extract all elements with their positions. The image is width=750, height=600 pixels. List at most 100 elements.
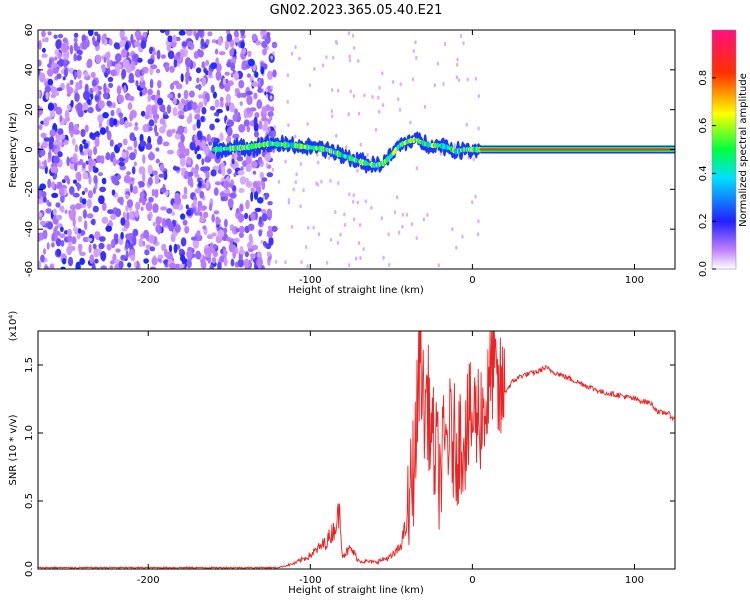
spectrogram-cell bbox=[129, 152, 136, 161]
spectrogram-cell bbox=[377, 95, 380, 100]
spectrogram-cell bbox=[196, 230, 201, 237]
spectrogram-cell bbox=[44, 85, 52, 93]
spectrogram-cell bbox=[179, 144, 186, 154]
spectrogram-cell bbox=[255, 40, 262, 46]
spectrogram-cell bbox=[128, 72, 134, 83]
spectrogram-cell bbox=[455, 62, 459, 67]
spectrogram-cell bbox=[299, 162, 302, 167]
spectrogram-cell bbox=[237, 111, 241, 121]
spectrogram-cell bbox=[63, 67, 68, 78]
spectrogram-cell bbox=[442, 81, 445, 86]
spectrogram-cell bbox=[67, 234, 73, 242]
spectrogram-cell bbox=[145, 142, 153, 150]
x-tick-label: -200 bbox=[137, 275, 160, 286]
spectrogram-cell bbox=[106, 243, 112, 251]
spectrogram-cell bbox=[214, 118, 220, 123]
spectrogram-cell bbox=[84, 71, 89, 78]
spectrogram-cell bbox=[411, 77, 415, 82]
spectrogram-cell bbox=[166, 104, 172, 114]
spectrogram-cell bbox=[84, 187, 88, 193]
spectrogram-cell bbox=[161, 243, 167, 251]
spectrogram-cell bbox=[116, 85, 122, 95]
spectrogram-cell bbox=[405, 212, 409, 217]
spectrogram-cell bbox=[154, 124, 158, 134]
spectrogram-cell bbox=[54, 91, 60, 96]
spectrogram-cell bbox=[233, 237, 240, 243]
spectrogram-cell bbox=[152, 203, 159, 214]
spectrogram-cell bbox=[174, 224, 181, 233]
spectrogram-cell bbox=[63, 59, 68, 65]
spectrogram-cell bbox=[124, 242, 129, 250]
spectrogram-cell bbox=[364, 199, 368, 204]
spectrogram-cell bbox=[106, 59, 111, 70]
spectrogram-cell bbox=[179, 153, 186, 160]
spectrogram-cell bbox=[160, 104, 166, 113]
spectrogram-cell bbox=[114, 63, 122, 70]
spectrogram-cell bbox=[325, 260, 329, 265]
spectrogram-cell bbox=[38, 59, 42, 67]
spectrogram-cell bbox=[474, 76, 477, 81]
spectrogram-cell bbox=[159, 163, 165, 172]
spectrogram-cell bbox=[456, 57, 459, 62]
spectrogram-cell bbox=[126, 199, 134, 208]
spectrogram-cell bbox=[130, 254, 136, 262]
x-tick-label: 0 bbox=[469, 575, 475, 586]
spectrogram-cell bbox=[327, 156, 331, 160]
spectrogram-cell bbox=[134, 209, 139, 218]
spectrogram-cell bbox=[91, 262, 96, 269]
spectrogram-cell bbox=[154, 174, 159, 185]
spectrogram-cell bbox=[122, 59, 130, 69]
spectrogram-cell bbox=[90, 71, 96, 78]
spectrogram-cell bbox=[155, 132, 159, 137]
spectrogram-cells bbox=[38, 30, 480, 269]
spectrogram-cell bbox=[381, 103, 385, 107]
spectrogram-cell bbox=[92, 86, 99, 92]
spectrogram-cell bbox=[166, 44, 171, 52]
spectrogram-cell bbox=[224, 218, 228, 228]
spectrogram-cell bbox=[286, 99, 289, 104]
spectrogram-cell bbox=[415, 236, 418, 241]
spectrogram-cell bbox=[471, 200, 474, 205]
spectrogram-cell bbox=[251, 33, 258, 42]
spectrogram-cell bbox=[258, 230, 263, 237]
spectrogram-cell bbox=[201, 61, 205, 69]
spectrogram-cell bbox=[76, 102, 83, 113]
spectrogram-cell bbox=[222, 180, 230, 189]
spectrogram-cell bbox=[157, 254, 164, 259]
spectrogram-cell bbox=[168, 263, 176, 269]
spectrogram-cell bbox=[164, 248, 168, 258]
spectrogram-cell bbox=[182, 219, 188, 226]
spectrogram-cell bbox=[196, 130, 203, 141]
spectrogram-cell bbox=[118, 260, 124, 269]
x-tick-label: 100 bbox=[625, 575, 644, 586]
spectrogram-cell bbox=[212, 91, 217, 99]
spectrogram-cell bbox=[226, 61, 232, 68]
spectrogram-cell bbox=[79, 257, 85, 265]
spectrogram-cell bbox=[41, 53, 48, 58]
spectrogram-cell bbox=[83, 142, 89, 149]
spectrogram-cell bbox=[257, 197, 264, 204]
spectrogram-cell bbox=[201, 158, 205, 166]
spectrogram-cell bbox=[47, 178, 52, 189]
spectrogram-cell bbox=[125, 42, 129, 51]
spectrogram-cell bbox=[42, 229, 48, 240]
spectrogram-cell bbox=[211, 213, 215, 223]
spectrogram-cell bbox=[263, 193, 269, 200]
spectrogram-cell bbox=[77, 215, 83, 223]
spectrogram-cell bbox=[348, 192, 351, 197]
spectrogram-cell bbox=[79, 143, 83, 153]
spectrogram-cell bbox=[190, 236, 198, 241]
spectrogram-cell bbox=[73, 32, 79, 38]
spectrogram-cell bbox=[49, 129, 56, 137]
colorbar-tick-label: 0.0 bbox=[698, 261, 709, 277]
spectrogram-cell bbox=[167, 35, 173, 43]
spectrogram-cell bbox=[264, 153, 272, 162]
spectrogram-cell bbox=[187, 40, 193, 48]
spectrogram-cell bbox=[61, 179, 66, 184]
spectrogram-cell bbox=[238, 124, 246, 133]
spectrogram-cell bbox=[212, 250, 218, 258]
spectrogram-cell bbox=[76, 69, 82, 79]
spectrogram-cell bbox=[147, 94, 152, 103]
spectrogram-cell bbox=[77, 172, 82, 182]
